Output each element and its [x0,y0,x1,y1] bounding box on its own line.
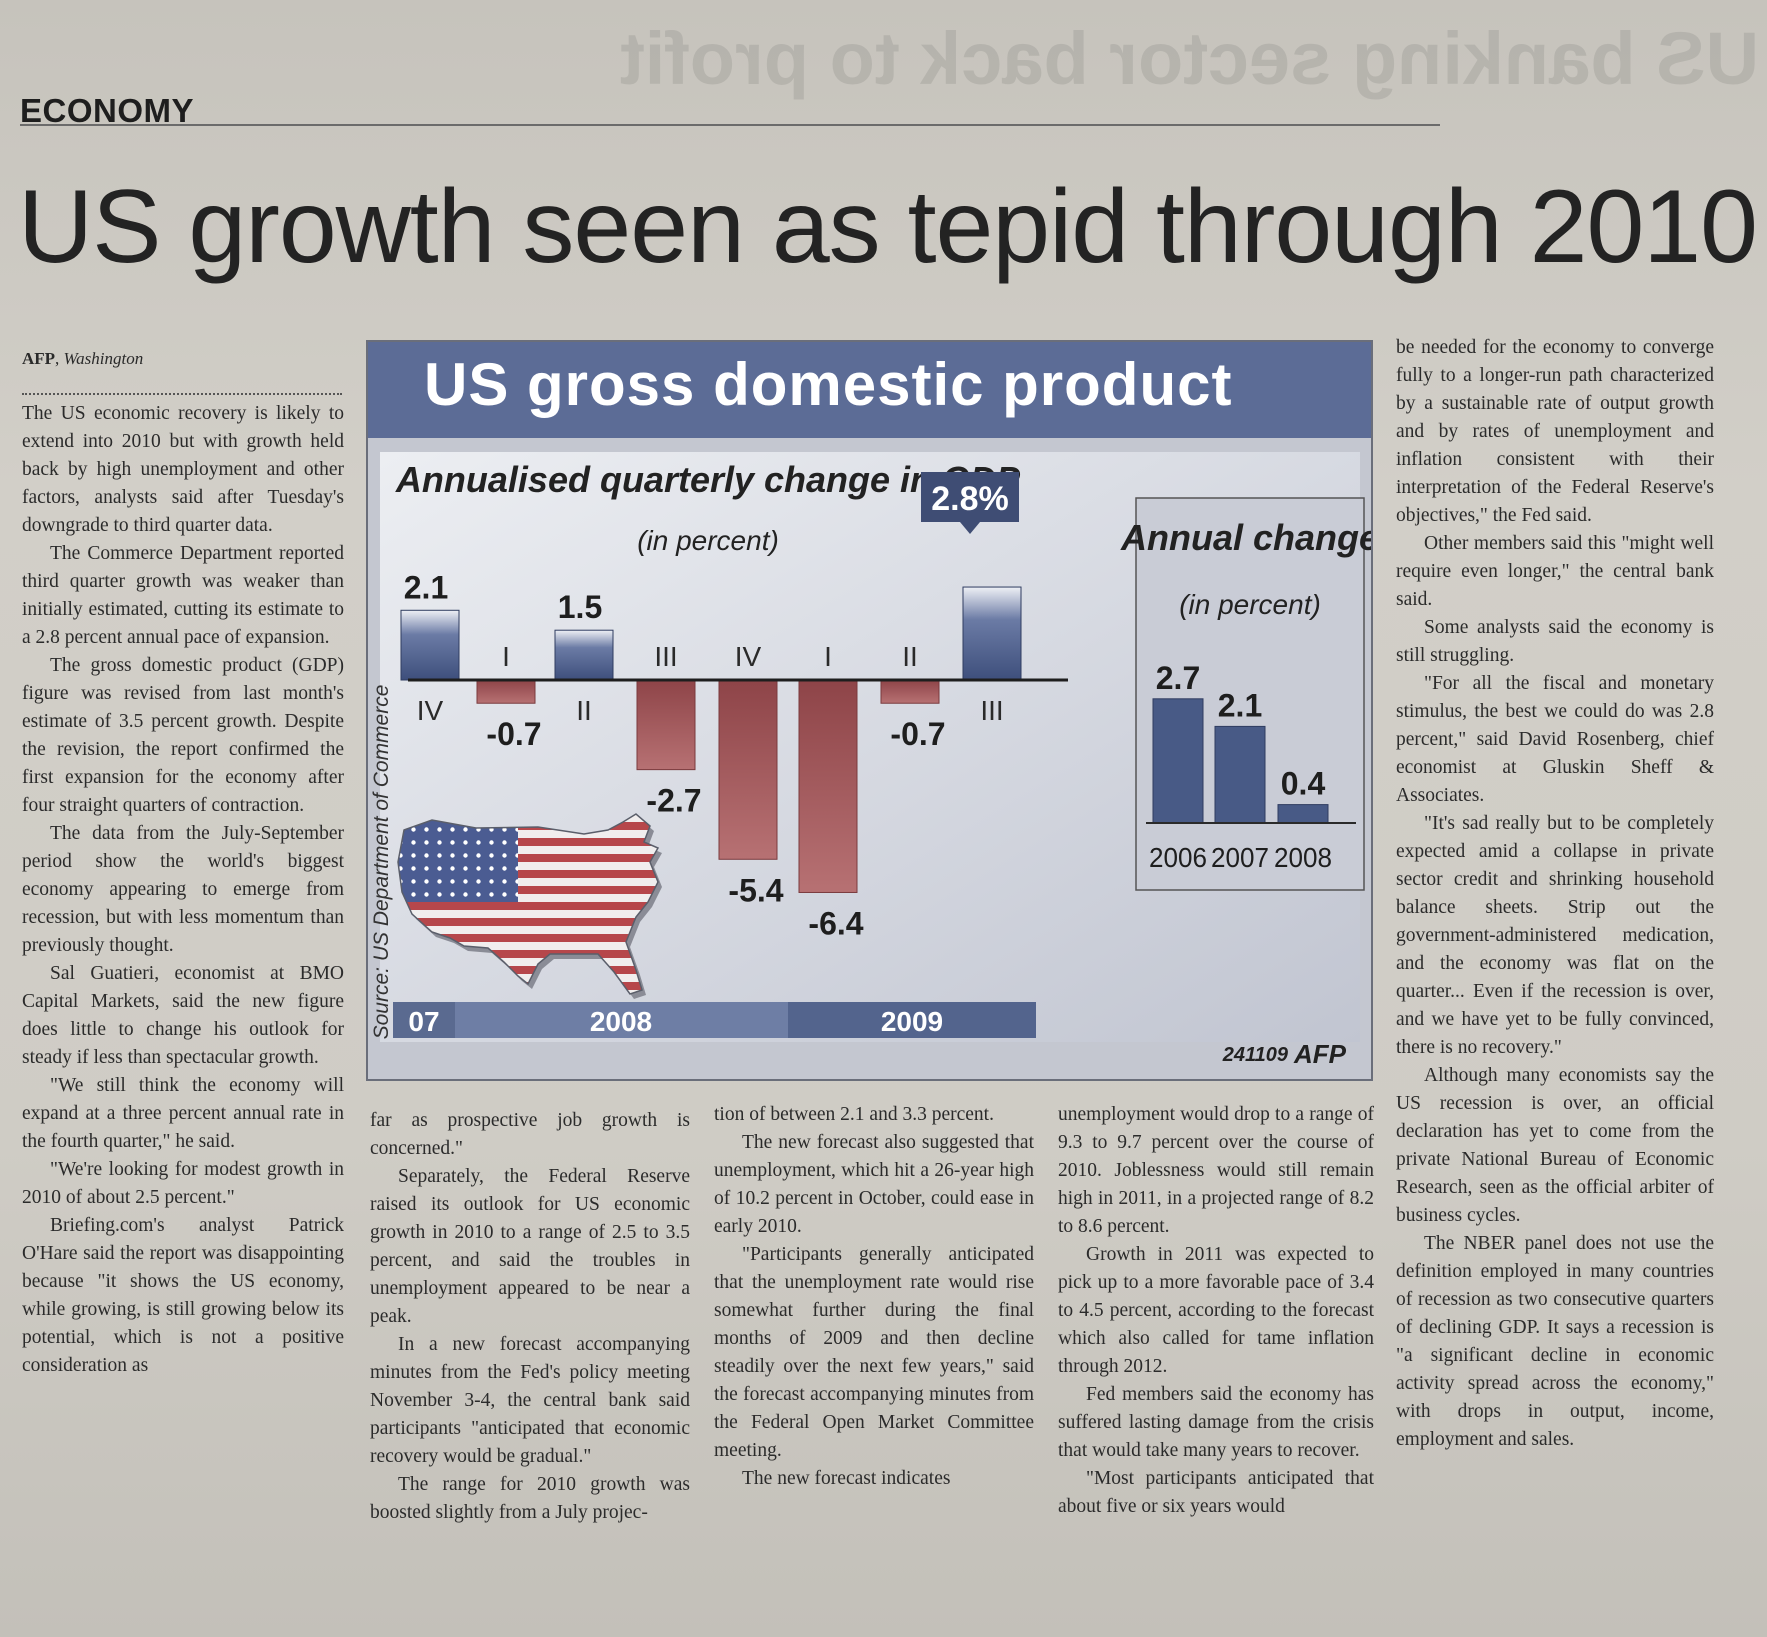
quarter-label: I [502,641,510,672]
quarter-label: II [902,641,918,672]
quarter-value-label: -6.4 [808,905,863,941]
chart-title: US gross domestic product [424,351,1233,418]
paragraph: "Most participants anticipated that abou… [1058,1468,1374,1517]
article-column-3: tion of between 2.1 and 3.3 percent. The… [714,1101,1034,1493]
quarterly-labels: IV 2.1 I -0.7 II 1.5 III -2.7 IV -5.4 I -6.4 II -0.7 I… [404,569,1004,941]
quarter-label: IV [417,695,444,726]
chart-subtitle: Annualised quarterly change in GDP [395,459,1021,500]
annual-value-label: 2.1 [1218,687,1262,723]
quarter-value-label: -0.7 [486,716,541,752]
article-column-4: unemployment would drop to a range of 9.… [1058,1101,1374,1521]
quarter-label: IV [735,641,762,672]
year-bar: 07 2008 2009 [393,1002,1036,1038]
paragraph: Sal Guatieri, economist at BMO Capital M… [22,963,344,1068]
paragraph: "For all the fiscal and monetary stimulu… [1396,673,1714,806]
year-label-2008: 2008 [590,1006,652,1037]
quarter-value-label: -5.4 [728,872,783,908]
latest-value-callout: 2.8% [921,472,1019,534]
dateline-city: Washington [63,349,144,368]
quarter-bar [718,679,778,860]
quarter-bar [636,679,696,771]
quarter-value-label: -0.7 [890,716,945,752]
headline: US growth seen as tepid through 2010 [18,169,1758,285]
quarter-bar [880,679,940,704]
annual-bar [1152,698,1204,824]
quarter-label: I [824,641,832,672]
quarter-value-label: -2.7 [646,783,701,819]
paragraph: Some analysts said the economy is still … [1396,617,1714,666]
annual-title: Annual change [1120,517,1371,558]
paragraph: Fed members said the economy has suffere… [1058,1384,1374,1461]
annual-unit-label: (in percent) [1179,589,1321,620]
quarter-value-label: 1.5 [558,589,602,625]
chart-credit-agency: AFP [1293,1039,1347,1069]
article-column-2: far as prospective job growth is concern… [370,1107,690,1527]
paragraph: The Commerce Department reported third q… [22,543,344,648]
article-column-1: The US economic recovery is likely to ex… [22,400,344,1380]
year-segment-2009 [788,1002,1036,1038]
paragraph: "Participants generally anticipated that… [714,1244,1034,1461]
us-flag-map-icon [397,813,662,999]
chart-source: Source: US Department of Commerce [370,685,393,1040]
paragraph: tion of between 2.1 and 3.3 percent. [714,1104,994,1125]
dateline-agency: AFP [22,349,56,368]
paragraph: be needed for the economy to converge fu… [1396,337,1714,526]
annual-year-label: 2008 [1274,842,1332,873]
quarter-label: III [654,641,677,672]
paragraph: The NBER panel does not use the definiti… [1396,1233,1714,1450]
chart-title-bar: US gross domestic product [368,342,1371,438]
paragraph: Although many economists say the US rece… [1396,1065,1714,1226]
section-label: ECONOMY [20,92,195,129]
quarterly-bars [400,586,1022,893]
chart-canvas: Source: US Department of Commerce Annual… [370,452,1371,1069]
quarter-bar [400,609,460,681]
annual-bar [1277,804,1329,824]
year-label-2009: 2009 [881,1006,943,1037]
quarter-label: II [576,695,592,726]
quarter-bar [962,586,1022,681]
quarter-bar [554,629,614,681]
annual-labels: 2.7 2006 2.1 2007 0.4 2008 [1149,660,1332,873]
bleed-through-headline: US banking sector back to profit [620,17,1759,100]
paragraph: Other members said this "might well requ… [1396,533,1714,610]
dateline-divider [22,393,342,395]
chart-credit-date: 241109 [1222,1044,1289,1066]
paragraph: Separately, the Federal Reserve raised i… [370,1166,690,1327]
callout-value: 2.8% [931,480,1009,518]
article-column-5: be needed for the economy to converge fu… [1396,334,1714,1454]
paragraph: The US economic recovery is likely to ex… [22,403,344,536]
annual-value-label: 2.7 [1156,660,1200,696]
quarter-value-label: 2.1 [404,569,448,605]
paragraph: The new forecast also suggested that une… [714,1132,1034,1237]
annual-year-label: 2006 [1149,842,1207,873]
paragraph: "It's sad really but to be completely ex… [1396,813,1714,1058]
dateline: AFP, Washington [22,349,144,368]
chart-unit-label: (in percent) [637,525,779,556]
annual-change-panel: Annual change (in percent) 2.7 2006 2.1 200… [1120,497,1371,891]
quarter-label: III [980,695,1003,726]
paragraph: "We're looking for modest growth in 2010… [22,1159,344,1208]
paragraph: The range for 2010 growth was boosted sl… [370,1474,690,1523]
annual-year-label: 2007 [1211,842,1269,873]
year-label-07: 07 [408,1006,439,1037]
quarter-bar [476,679,536,704]
section-rule [20,124,1440,126]
paragraph: Growth in 2011 was expected to pick up t… [1058,1244,1374,1377]
paragraph: In a new forecast accompanying minutes f… [370,1334,690,1467]
paragraph: The new forecast indicates [742,1468,951,1489]
gdp-infographic: US gross domestic product [366,340,1373,1081]
annual-value-label: 0.4 [1281,766,1326,802]
paragraph: unemployment would drop to a range of 9.… [1058,1104,1374,1237]
paragraph: "We still think the economy will expand … [22,1075,344,1152]
paragraph: Briefing.com's analyst Patrick O'Hare sa… [22,1215,344,1376]
quarter-bar [798,679,858,893]
annual-bar [1214,725,1266,824]
paragraph: The data from the July-September period … [22,823,344,956]
paragraph: far as prospective job growth is concern… [370,1110,690,1159]
paragraph: The gross domestic product (GDP) figure … [22,655,344,816]
year-segment-07 [393,1002,455,1038]
year-segment-2008 [455,1002,788,1038]
